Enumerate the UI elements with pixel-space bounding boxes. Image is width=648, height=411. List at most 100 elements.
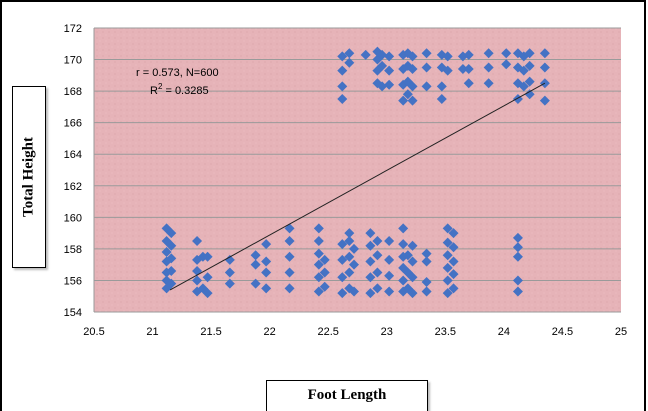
data-point xyxy=(421,277,432,288)
data-point xyxy=(348,243,359,254)
data-point xyxy=(524,60,535,71)
x-axis-label: Foot Length xyxy=(307,387,387,403)
data-point xyxy=(384,79,395,90)
data-point xyxy=(501,48,512,59)
data-point xyxy=(166,278,177,289)
data-point xyxy=(384,236,395,246)
data-point xyxy=(448,228,459,239)
x-tick-label: 24 xyxy=(498,326,510,338)
data-point xyxy=(384,51,395,62)
data-point xyxy=(250,250,261,261)
data-point xyxy=(372,250,383,261)
data-point xyxy=(421,248,432,259)
data-point xyxy=(501,59,512,70)
data-point xyxy=(442,223,453,234)
data-point xyxy=(202,288,213,299)
data-point xyxy=(250,278,261,289)
data-point xyxy=(337,288,348,299)
data-point xyxy=(539,95,550,106)
x-axis-label-box: Foot Length xyxy=(266,380,428,411)
data-point xyxy=(284,267,295,278)
data-point xyxy=(483,78,494,89)
data-point xyxy=(442,250,453,261)
y-axis-label: Total Height xyxy=(20,137,37,217)
data-point xyxy=(448,242,459,253)
data-point xyxy=(344,48,355,59)
data-point xyxy=(377,49,388,60)
data-point xyxy=(319,254,330,265)
data-point xyxy=(457,64,468,75)
data-point xyxy=(313,272,324,283)
data-point xyxy=(421,81,432,92)
data-point xyxy=(518,81,529,92)
data-point xyxy=(224,254,235,265)
data-point xyxy=(384,65,395,76)
data-point xyxy=(442,51,453,62)
data-point xyxy=(407,81,418,92)
data-point xyxy=(483,48,494,59)
data-point xyxy=(407,288,418,299)
data-point xyxy=(512,242,523,253)
x-axis-ticks: 20.5 21 21.5 22 22.5 23 23.5 24 24.5 25 xyxy=(83,326,627,338)
data-point xyxy=(313,259,324,270)
data-point xyxy=(313,223,324,234)
data-point xyxy=(337,94,348,104)
data-point xyxy=(442,237,453,248)
data-point xyxy=(512,286,523,297)
data-point xyxy=(250,259,261,270)
data-point xyxy=(448,283,459,294)
y-tick-label: 160 xyxy=(64,212,82,224)
data-point xyxy=(442,262,453,273)
data-point xyxy=(161,247,172,258)
data-point xyxy=(192,254,203,265)
data-point xyxy=(539,62,550,73)
y-tick-label: 156 xyxy=(64,275,82,287)
data-point xyxy=(166,265,177,276)
data-point xyxy=(524,48,535,59)
data-point xyxy=(284,283,295,294)
data-point xyxy=(166,228,177,239)
data-point xyxy=(384,270,395,281)
data-point xyxy=(463,64,474,75)
data-point xyxy=(313,236,324,246)
data-point xyxy=(377,60,388,71)
data-point xyxy=(337,51,348,62)
data-point xyxy=(337,65,348,76)
data-point xyxy=(398,95,409,106)
data-point xyxy=(192,275,203,286)
data-point xyxy=(224,278,235,289)
y-tick-label: 154 xyxy=(64,307,82,319)
data-point xyxy=(402,89,413,100)
data-point xyxy=(512,275,523,286)
x-tick-label: 21 xyxy=(146,326,158,338)
data-point xyxy=(483,62,494,73)
annotation-r2: R2 = 0.3285 xyxy=(150,82,209,97)
data-point xyxy=(436,81,447,92)
data-point xyxy=(166,253,177,264)
data-point xyxy=(421,286,432,297)
data-point xyxy=(319,267,330,278)
data-point xyxy=(313,248,324,259)
data-point xyxy=(365,288,376,299)
data-point xyxy=(384,286,395,297)
data-point xyxy=(463,49,474,60)
y-tick-label: 168 xyxy=(64,86,82,98)
data-point xyxy=(202,272,213,283)
data-point xyxy=(442,65,453,76)
data-point xyxy=(337,81,348,92)
data-point xyxy=(442,275,453,286)
x-tick-label: 20.5 xyxy=(83,326,104,338)
x-tick-label: 25 xyxy=(615,326,627,338)
x-tick-label: 22 xyxy=(264,326,276,338)
data-point xyxy=(398,275,409,286)
gridlines xyxy=(93,27,621,313)
y-tick-label: 170 xyxy=(64,55,82,67)
annotation-r: r = 0.573, N=600 xyxy=(136,67,219,79)
data-point xyxy=(448,256,459,267)
data-point xyxy=(202,251,213,262)
data-point xyxy=(348,259,359,270)
data-point xyxy=(384,254,395,265)
data-point xyxy=(192,236,203,246)
